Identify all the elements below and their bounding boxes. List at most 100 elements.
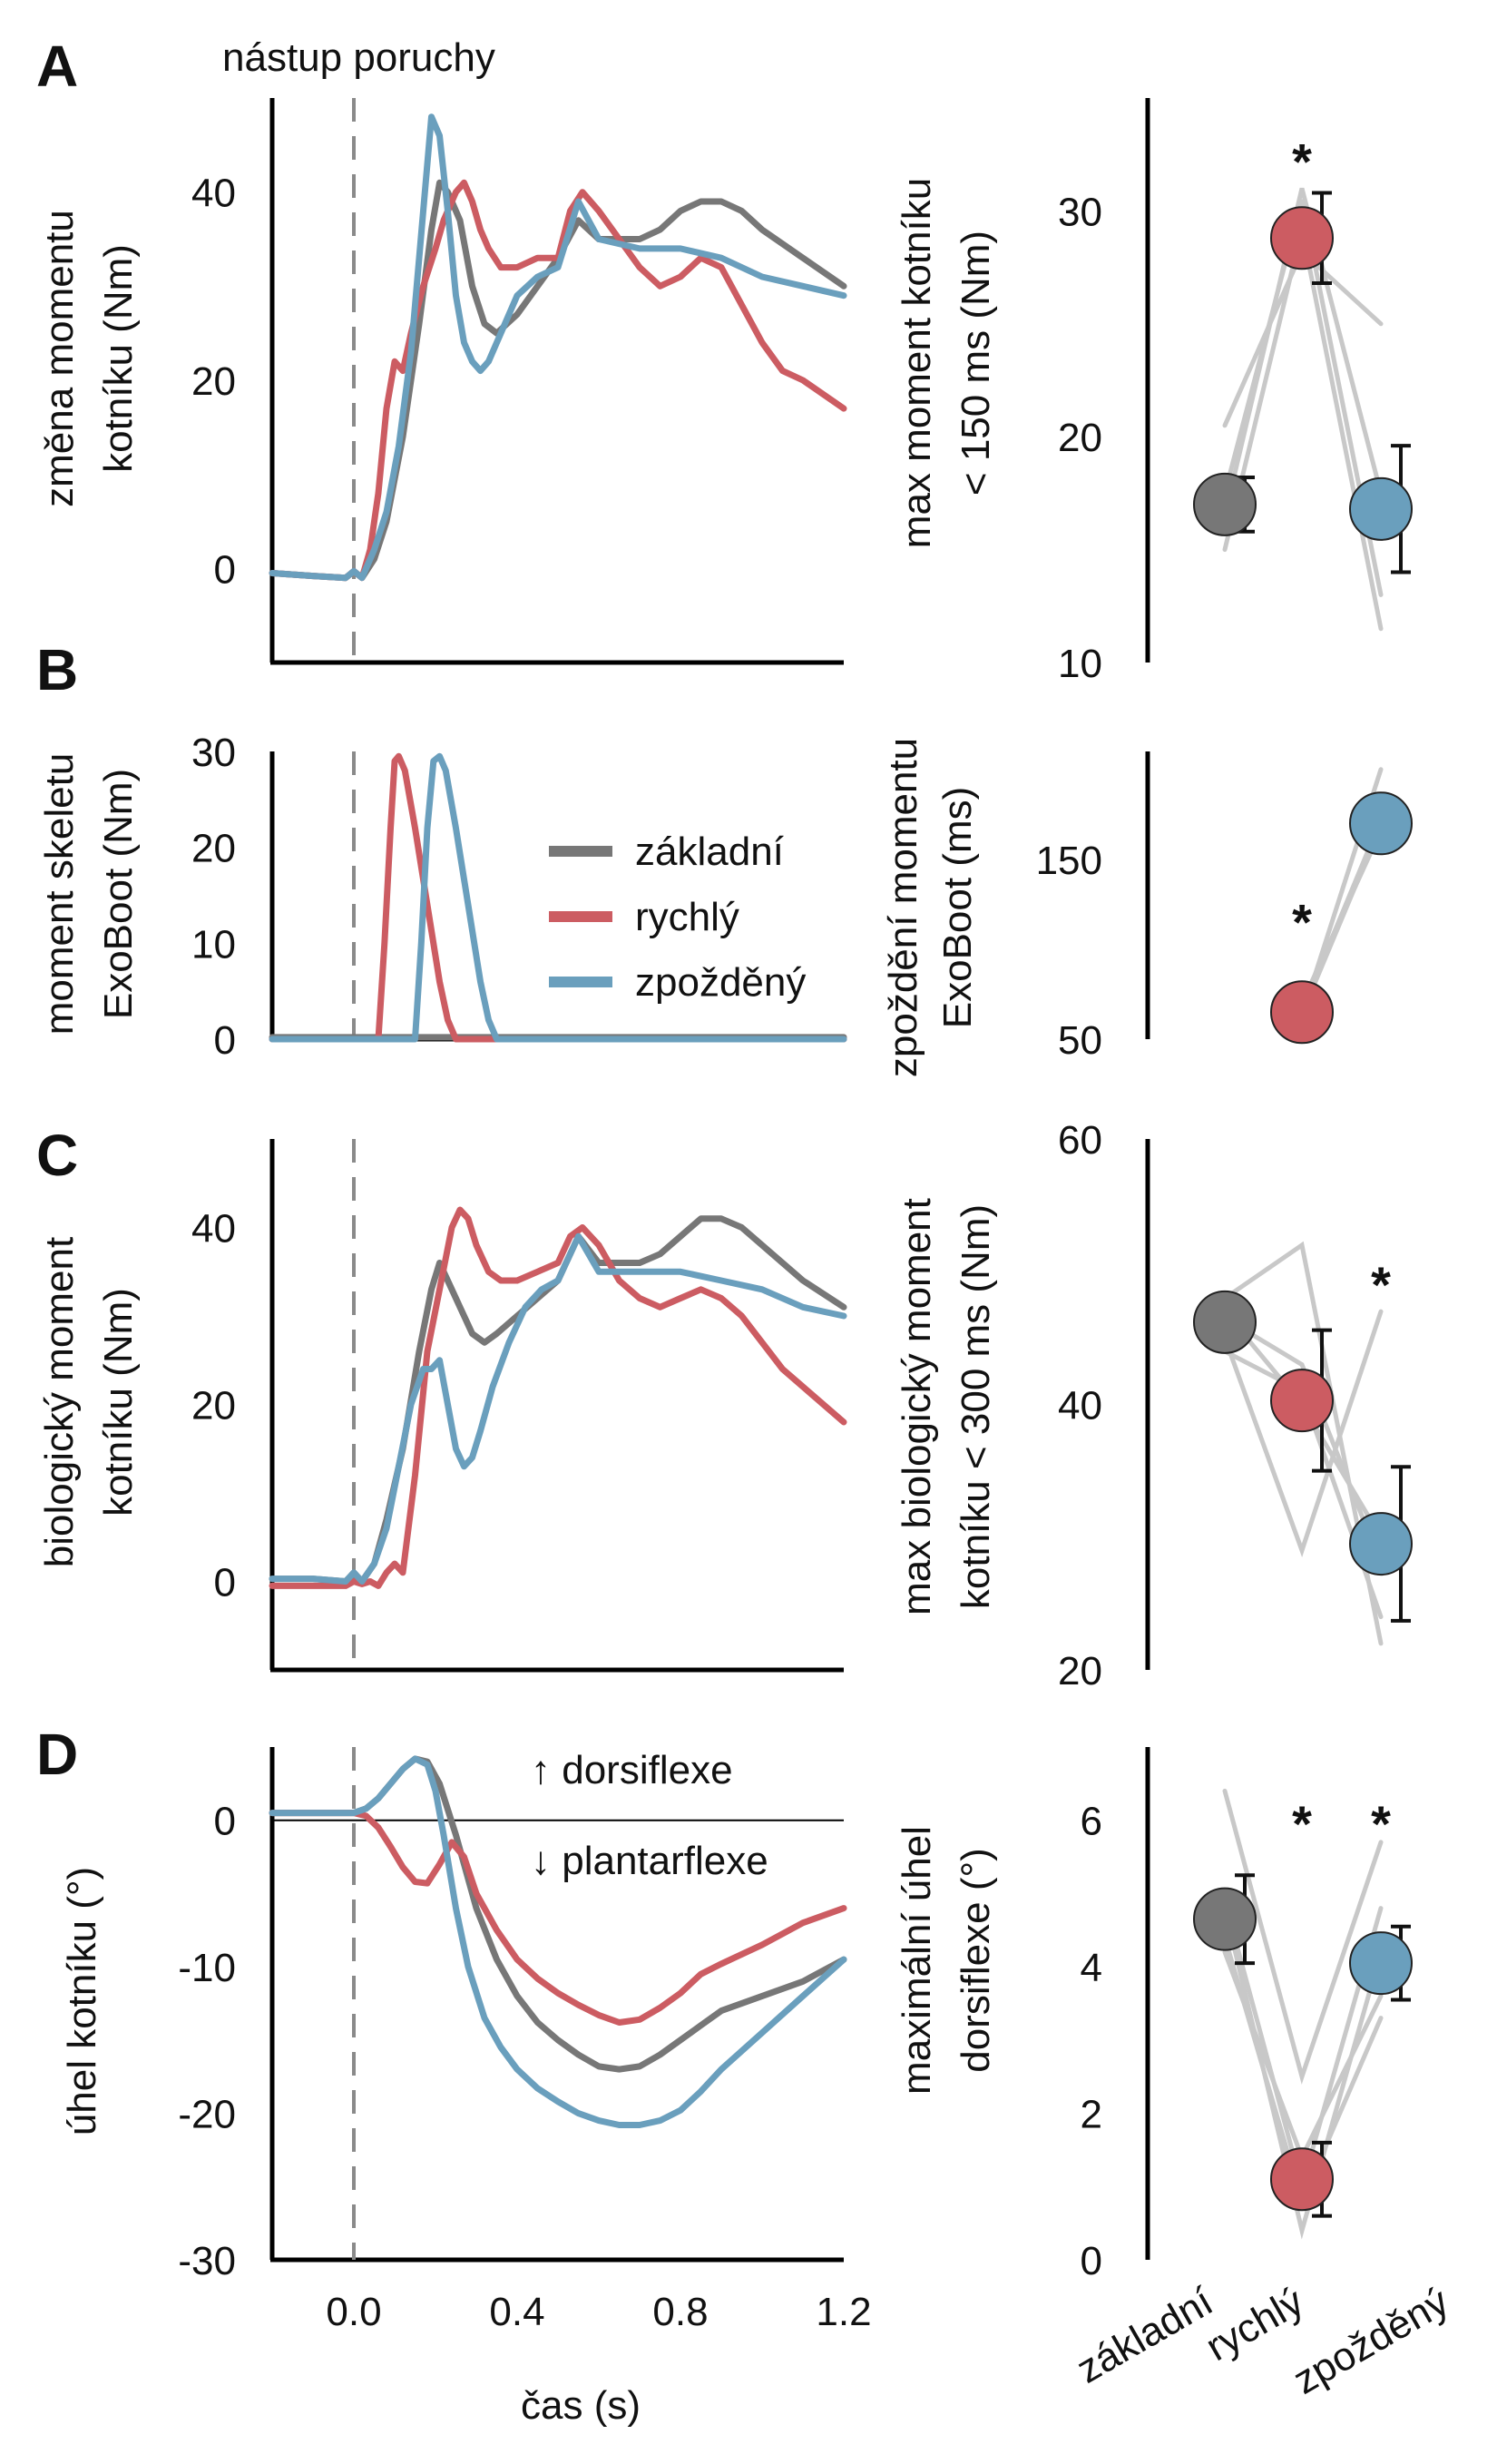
panel-d-mean-marker-baseline	[1193, 1887, 1257, 1951]
panel-d-series-fast	[269, 1810, 847, 2026]
panel-c-summary-ylabel-line: kotníku < 300 ms (Nm)	[954, 1204, 998, 1609]
panel-c-mean-marker-delayed	[1349, 1512, 1413, 1576]
panel-a-mean-marker-delayed	[1349, 476, 1413, 541]
panel-a-subject-line	[1222, 228, 1384, 632]
panel-letter-a: A	[36, 34, 78, 99]
panel-b-subject-line	[1299, 822, 1384, 1016]
panel-c-ylabel-line: biologický moment	[37, 1237, 82, 1567]
panel-a-timeseries: 0 20 40 změna momentu kotníku (Nm)	[37, 98, 847, 665]
panel-c-summary-ylabel-line: max biologický moment	[895, 1198, 939, 1615]
panel-b-summary-ytick-label: 150	[1036, 839, 1102, 883]
panel-b-summary-ytick-label: 50	[1058, 1018, 1102, 1063]
panel-b-ylabel-line: moment skeletu	[37, 753, 82, 1036]
panel-d-timeseries: -30 -20 -10 0 0.0 0.4 0.8 1.2 úhel kotníku (°) ↑ …	[60, 1747, 872, 2334]
panel-a-mean-marker-fast	[1270, 206, 1334, 270]
panel-b-summary-ylabel-line: ExoBoot (ms)	[935, 787, 980, 1029]
panel-c-mean-marker-baseline	[1193, 1290, 1257, 1354]
perturbation-onset-label: nástup poruchy	[222, 35, 495, 80]
panel-d-annotation-dorsiflexion: ↑ dorsiflexe	[531, 1748, 733, 1792]
panel-a-subject-line	[1222, 199, 1384, 597]
panel-a-ytick-label: 0	[214, 547, 236, 592]
panel-d-subject-line	[1222, 1788, 1384, 2085]
panel-a-series-baseline	[269, 179, 847, 582]
panel-c-ytick-label: 0	[214, 1561, 236, 1605]
group-label-baseline: základní	[1070, 2279, 1221, 2392]
panel-b-mean-marker-delayed	[1349, 791, 1413, 856]
panel-c-ytick-label: 20	[191, 1384, 236, 1428]
panel-a-ylabel-line: změna momentu	[37, 210, 82, 507]
panel-d-mean-marker-fast	[1270, 2147, 1334, 2212]
panel-d-ytick-label: 0	[214, 1800, 236, 1844]
panel-c-timeseries: 0 20 40 biologický moment kotníku (Nm)	[37, 1139, 847, 1673]
panel-b-ylabel-line: ExoBoot (Nm)	[96, 769, 141, 1019]
legend-label-fast: rychlý	[635, 895, 739, 939]
panel-d-ylabel-line: úhel kotníku (°)	[60, 1867, 104, 2135]
panel-letter-d: D	[36, 1722, 78, 1787]
panel-c-subject-line	[1222, 1241, 1384, 1646]
panel-b-ytick-label: 10	[191, 922, 236, 967]
panel-d-ytick-label: -20	[178, 2093, 236, 2137]
panel-d-xtick-label: 0.8	[652, 2290, 708, 2334]
panel-d-series-delayed	[269, 1755, 847, 2128]
panel-d-xtick-label: 1.2	[816, 2290, 871, 2334]
panel-b-ytick-label: 0	[214, 1018, 236, 1063]
panel-b-ytick-label: 30	[191, 731, 236, 775]
panel-d-summary: 0 2 4 6 maximální úhel dorsiflexe (°) * *	[895, 1747, 1413, 2283]
panel-b-summary: 50 150 zpoždění momentu ExoBoot (ms) *	[881, 738, 1413, 1077]
panel-b-series-delayed	[269, 752, 847, 1043]
panel-c-summary-ytick-label: 20	[1058, 1649, 1102, 1693]
panel-d-significance-star: *	[1371, 1795, 1391, 1852]
panel-c-ytick-label: 40	[191, 1207, 236, 1252]
panel-d-summary-ytick-label: 0	[1081, 2239, 1102, 2283]
panel-d-annotation-plantarflexion: ↓ plantarflexe	[531, 1839, 768, 1883]
panel-a-summary-ylabel-line: < 150 ms (Nm)	[954, 231, 998, 496]
panel-d-ytick-label: -10	[178, 1946, 236, 1990]
panel-a-summary: 10 20 30 max moment kotníku < 150 ms (Nm) *	[895, 98, 1413, 686]
group-label-delayed: zpožděný	[1286, 2279, 1456, 2403]
time-axis-title: čas (s)	[521, 2383, 641, 2428]
panel-a-significance-star: *	[1292, 133, 1312, 191]
panel-b-series-fast	[269, 752, 847, 1043]
panel-c-series-fast	[269, 1206, 847, 1589]
panel-d-summary-ytick-label: 4	[1081, 1946, 1102, 1990]
panel-letter-b: B	[36, 637, 78, 702]
panel-c-mean-marker-fast	[1270, 1369, 1334, 1433]
panel-d-xtick-label: 0.4	[489, 2290, 544, 2334]
panel-c-subject-line	[1222, 1309, 1384, 1558]
panel-a-series-fast	[269, 179, 847, 582]
panel-letter-c: C	[36, 1123, 78, 1188]
legend-label-delayed: zpožděný	[635, 960, 806, 1005]
panel-c-summary-ytick-label: 40	[1058, 1384, 1102, 1428]
panel-a-ytick-label: 40	[191, 172, 236, 216]
legend: základní rychlý zpožděný	[549, 830, 806, 1005]
panel-a-mean-marker-baseline	[1193, 472, 1257, 536]
panel-c-ylabel-line: kotníku (Nm)	[96, 1288, 141, 1517]
panel-d-summary-ylabel-line: maximální úhel	[895, 1826, 939, 2095]
panel-a-ytick-label: 20	[191, 359, 236, 404]
panel-a-subject-line	[1222, 187, 1384, 518]
panel-d-summary-ytick-label: 2	[1081, 2093, 1102, 2137]
panel-c-significance-star: *	[1371, 1256, 1391, 1313]
panel-b-summary-ylabel-line: zpoždění momentu	[881, 738, 925, 1077]
panel-a-summary-ytick-label: 10	[1058, 642, 1102, 686]
panel-b-timeseries: 0 10 20 30 moment skeletu ExoBoot (Nm)	[37, 731, 847, 1063]
panel-d-xtick-label: 0.0	[326, 2290, 381, 2334]
panel-c-summary-ytick-label: 60	[1058, 1118, 1102, 1163]
panel-d-series-baseline	[269, 1755, 847, 2073]
panel-a-summary-ytick-label: 20	[1058, 416, 1102, 460]
panel-c-summary: 20 40 60 max biologický moment kotníku < 300…	[895, 1118, 1413, 1693]
panel-a-summary-ytick-label: 30	[1058, 190, 1102, 234]
panel-c-series-delayed	[269, 1232, 847, 1585]
legend-label-baseline: základní	[635, 830, 785, 874]
panel-b-significance-star: *	[1292, 893, 1312, 950]
panel-b-mean-marker-fast	[1270, 980, 1334, 1045]
panel-d-ytick-label: -30	[178, 2239, 236, 2283]
panel-a-summary-ylabel-line: max moment kotníku	[895, 178, 939, 548]
panel-d-summary-ylabel-line: dorsiflexe (°)	[954, 1848, 998, 2072]
group-label-fast: rychlý	[1199, 2279, 1311, 2370]
panel-a-series-delayed	[269, 113, 847, 582]
panel-d-summary-ytick-label: 6	[1081, 1800, 1102, 1844]
panel-d-mean-marker-delayed	[1349, 1931, 1413, 1996]
panel-a-ylabel-line: kotníku (Nm)	[96, 244, 141, 473]
